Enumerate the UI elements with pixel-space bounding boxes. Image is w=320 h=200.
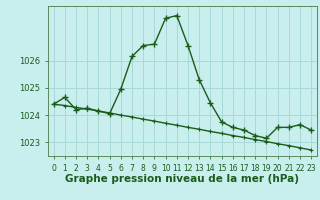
X-axis label: Graphe pression niveau de la mer (hPa): Graphe pression niveau de la mer (hPa) xyxy=(65,174,300,184)
